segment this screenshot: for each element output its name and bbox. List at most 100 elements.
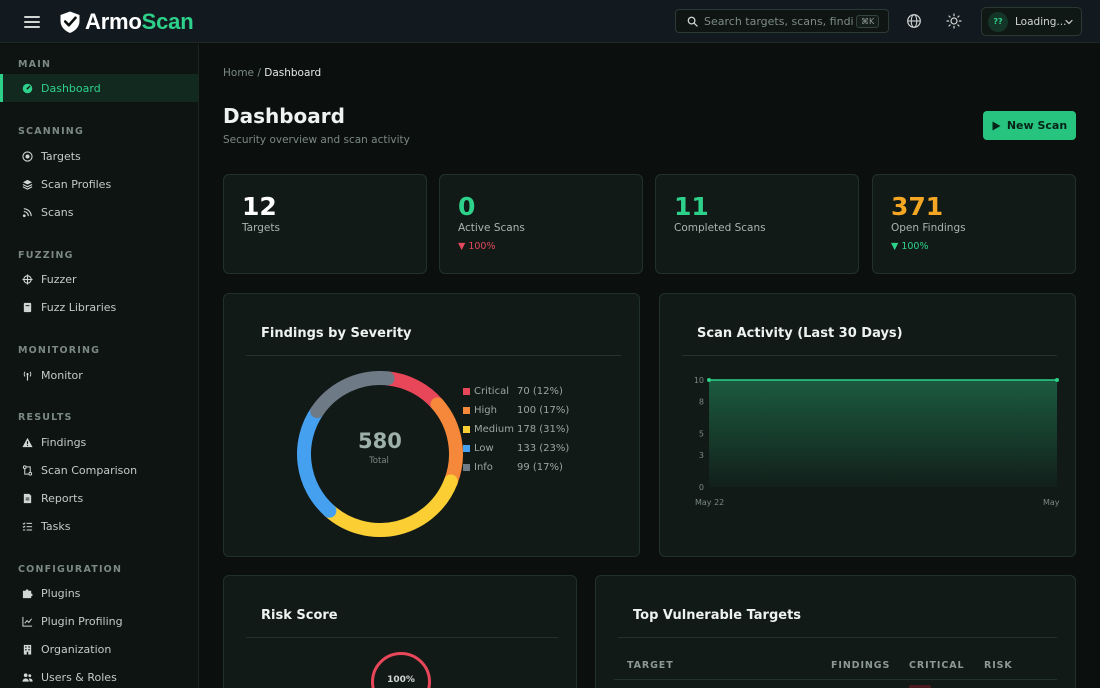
stat-card-completed-scans[interactable]: 11 Completed Scans [655,174,859,274]
card-title: Scan Activity (Last 30 Days) [697,326,903,341]
donut-slice-critical[interactable] [380,371,445,412]
legend-value: 100 (17%) [517,405,570,416]
sidebar-item-label: Scans [41,205,74,219]
sidebar-item-findings[interactable]: Findings [0,428,198,456]
legend-item[interactable]: Medium 178 (31%) [463,420,569,439]
legend-name: High [474,405,497,416]
scan-activity-chart: 0 3 5 8 10 May 22 May [694,376,1060,507]
x-tick-label: May [1043,498,1060,507]
table-header-findings[interactable]: FINDINGS [831,660,891,671]
sidebar-item-scans[interactable]: Scans [0,198,198,226]
sidebar-item-scan-profiles[interactable]: Scan Profiles [0,170,198,198]
stat-label: Targets [242,222,280,234]
search-box[interactable]: ⌘K [675,9,889,33]
y-tick-label: 5 [699,430,704,439]
legend-value: 70 (12%) [517,386,563,397]
activity-point[interactable] [1055,378,1059,382]
findings-by-severity-card: Findings by Severity 580 Total Critical 7… [223,293,640,557]
sidebar-item-label: Scan Profiles [41,177,112,191]
sidebar-item-monitor[interactable]: Monitor [0,361,198,389]
stat-card-targets[interactable]: 12 Targets [223,174,427,274]
sidebar-item-targets[interactable]: Targets [0,142,198,170]
legend-swatch [463,426,470,433]
user-menu[interactable]: ?? Loading... [981,7,1082,36]
critical-badge [909,685,931,688]
book-icon [23,302,32,312]
page-title: Dashboard [223,104,345,128]
target-icon [22,150,33,162]
sidebar-item-dashboard[interactable]: Dashboard [0,74,198,102]
breadcrumb-home[interactable]: Home [223,67,255,79]
chevron-down-icon [1065,19,1073,25]
sidebar-item-fuzz-libraries[interactable]: Fuzz Libraries [0,293,198,321]
breadcrumb-current: Dashboard [264,67,322,79]
scan-activity-card: Scan Activity (Last 30 Days) 0 3 5 8 10 May 2… [659,293,1076,557]
sidebar-item-label: Targets [41,149,81,163]
sidebar-item-users-roles[interactable]: Users & Roles [0,663,198,688]
logo-text-scan: Scan [141,9,194,34]
stat-card-active-scans[interactable]: 0 Active Scans ▼ 100% [439,174,643,274]
new-scan-button[interactable]: New Scan [983,111,1076,140]
sidebar-item-plugins[interactable]: Plugins [0,579,198,607]
section-title-configuration: CONFIGURATION [18,564,123,575]
breadcrumb-separator: / [257,67,261,79]
sidebar-item-organization[interactable]: Organization [0,635,198,663]
donut-slice-high[interactable] [430,397,463,489]
puzzle-icon [22,588,33,598]
legend-item[interactable]: Low 133 (23%) [463,439,569,458]
stat-value: 12 [242,192,277,221]
activity-area [709,380,1057,487]
globe-icon[interactable] [906,13,922,29]
tasks-icon [22,521,33,530]
sidebar-item-label: Scan Comparison [41,463,138,477]
donut-slice-info[interactable] [310,371,395,419]
sidebar-item-plugin-profiling[interactable]: Plugin Profiling [0,607,198,635]
legend-item[interactable]: Critical 70 (12%) [463,382,569,401]
section-title-scanning: SCANNING [18,126,84,137]
legend-swatch [463,445,470,452]
divider [246,637,558,638]
section-title-monitoring: MONITORING [18,345,101,356]
sun-icon[interactable] [946,13,962,29]
report-icon [23,493,32,503]
sidebar-item-reports[interactable]: Reports [0,484,198,512]
donut-slice-low[interactable] [297,404,337,518]
table-header-target[interactable]: TARGET [627,660,674,671]
building-icon [23,644,32,655]
search-input[interactable] [704,14,854,28]
sidebar-item-label: Dashboard [41,81,101,95]
logo[interactable]: ArmoScan [58,9,194,35]
donut-slice-medium[interactable] [322,474,458,537]
sidebar-item-label: Reports [41,491,84,505]
findings-legend: Critical 70 (12%) High 100 (17%) Medium 178… [463,382,569,477]
sidebar: MAIN Dashboard SCANNING Targets Scan Pro… [0,44,199,688]
sidebar-item-label: Tasks [41,519,71,533]
legend-item[interactable]: Info 99 (17%) [463,458,569,477]
page-subtitle: Security overview and scan activity [223,134,410,146]
sidebar-item-label: Fuzz Libraries [41,300,117,314]
y-tick-label: 0 [699,483,704,492]
menu-icon[interactable] [24,13,40,29]
x-tick-label: May 22 [695,498,724,507]
stat-card-open-findings[interactable]: 371 Open Findings ▼ 100% [872,174,1076,274]
avatar: ?? [988,11,1008,32]
sidebar-item-fuzzer[interactable]: Fuzzer [0,265,198,293]
sidebar-item-scan-comparison[interactable]: Scan Comparison [0,456,198,484]
users-icon [22,672,33,682]
donut-total-value: 580 [358,429,402,453]
activity-point[interactable] [707,378,711,382]
new-scan-label: New Scan [1006,119,1068,132]
sidebar-item-tasks[interactable]: Tasks [0,512,198,540]
table-header-critical[interactable]: CRITICAL [909,660,965,671]
table-header-risk[interactable]: RISK [984,660,1013,671]
user-name: Loading... [1015,15,1067,28]
legend-name: Critical [474,386,509,397]
legend-item[interactable]: High 100 (17%) [463,401,569,420]
divider [618,637,1057,638]
sidebar-item-label: Users & Roles [41,670,117,684]
stat-label: Active Scans [458,222,525,234]
warning-icon [22,437,33,447]
stat-label: Open Findings [891,222,966,234]
section-title-results: RESULTS [18,412,73,423]
risk-score-card: Risk Score 100% [223,575,577,688]
